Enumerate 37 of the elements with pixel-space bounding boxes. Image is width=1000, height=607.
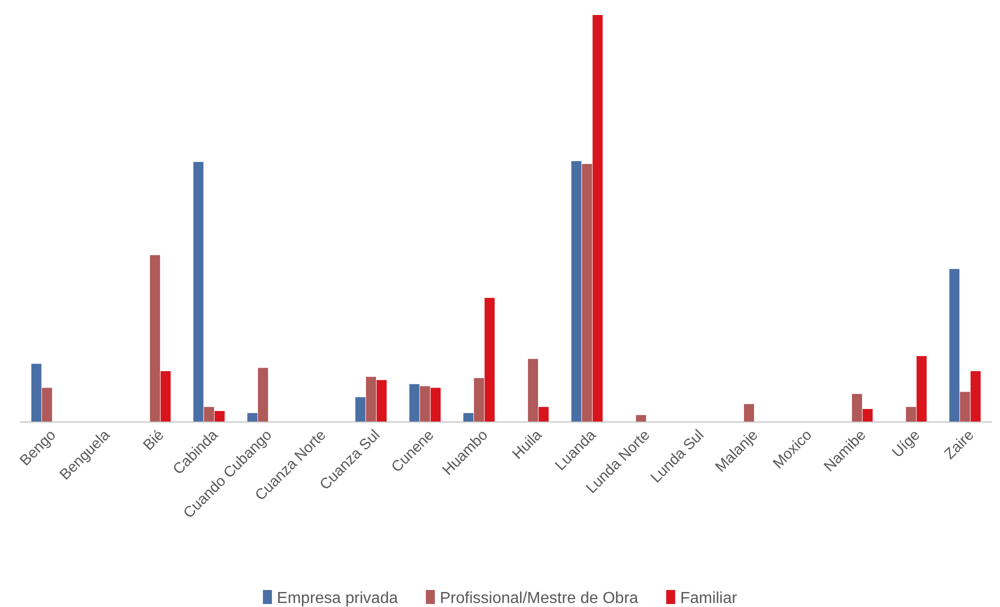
legend-label: Profissional/Mestre de Obra (440, 590, 638, 607)
bar (484, 298, 495, 422)
bar (463, 413, 474, 422)
bar (538, 406, 549, 422)
bar (247, 413, 258, 422)
bar (970, 371, 981, 422)
bar (636, 415, 646, 422)
bar (949, 268, 960, 422)
bar (42, 388, 52, 422)
bar (744, 404, 754, 422)
bar (852, 394, 862, 422)
bar (862, 408, 873, 422)
bar (258, 368, 268, 422)
bar (366, 376, 376, 422)
bar (204, 406, 214, 422)
bar (409, 384, 420, 422)
bar (150, 255, 160, 422)
bar (214, 411, 225, 422)
bar (355, 397, 366, 422)
bar (474, 378, 484, 422)
bar (160, 371, 171, 422)
bar (571, 161, 582, 422)
x-tick-label: Uíge (888, 426, 924, 462)
bar (916, 356, 927, 422)
bar (906, 406, 916, 422)
bar (528, 358, 538, 422)
bar (31, 364, 42, 422)
bar (420, 386, 430, 422)
bar (960, 392, 970, 422)
bar (193, 162, 204, 422)
bar (582, 164, 592, 422)
x-tick-label: Bié (140, 426, 168, 454)
legend-label: Empresa privada (276, 590, 398, 607)
legend-label: Familiar (680, 590, 738, 607)
bar (430, 388, 441, 422)
bar (592, 15, 603, 422)
bar (376, 380, 387, 422)
